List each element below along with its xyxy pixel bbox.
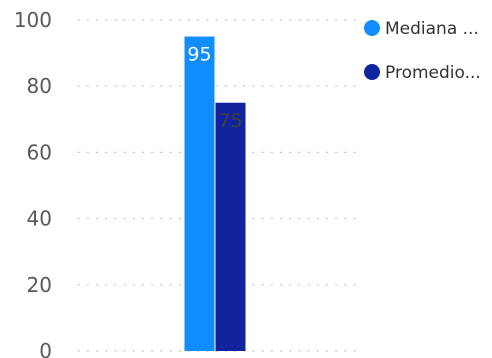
y-tick-label: 60 <box>27 140 52 164</box>
y-tick-label: 100 <box>14 8 52 32</box>
y-tick-label: 20 <box>27 273 52 297</box>
legend-item-0[interactable]: Mediana ... <box>364 19 479 39</box>
bar-series-0[interactable] <box>184 36 215 352</box>
data-label-series-0: 95 <box>187 44 211 66</box>
legend-marker-1 <box>364 64 380 80</box>
bars <box>184 36 246 352</box>
legend-item-1[interactable]: Promedio... <box>364 63 481 83</box>
y-tick-label: 40 <box>27 207 52 231</box>
gridlines <box>77 19 361 352</box>
y-tick-label: 0 <box>39 339 52 358</box>
y-tick-label: 80 <box>27 74 52 98</box>
legend[interactable]: Mediana ... Promedio... <box>364 19 481 83</box>
legend-label-1: Promedio... <box>385 63 481 83</box>
y-axis: 0 20 40 60 80 100 <box>14 8 52 358</box>
legend-label-0: Mediana ... <box>385 19 479 39</box>
data-label-series-1: 75 <box>218 110 242 132</box>
bar-series-1[interactable] <box>215 102 246 351</box>
legend-marker-0 <box>364 20 380 36</box>
data-labels: 95 75 <box>187 44 242 132</box>
